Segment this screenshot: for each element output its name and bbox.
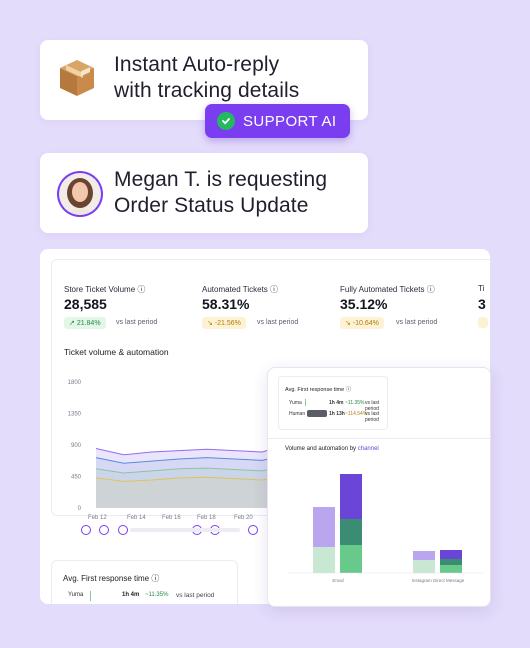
stat-label: Store Ticket Volume ⓘ bbox=[64, 285, 146, 294]
auto-reply-bubble: Instant Auto-reply with tracking details bbox=[40, 40, 368, 120]
x-tick-label: Feb 16 bbox=[162, 515, 181, 521]
x-tick-label: Feb 18 bbox=[197, 515, 216, 521]
x-tick-label: Feb 14 bbox=[127, 515, 146, 521]
badge-label: SUPPORT AI bbox=[243, 112, 337, 130]
chart-title: Ticket volume & automation bbox=[64, 347, 169, 357]
request-bubble: Megan T. is requesting Order Status Upda… bbox=[40, 153, 368, 233]
channel-popup: Avg. First response time ⓘ Yuma 1h 4m ~1… bbox=[267, 367, 491, 607]
stat-delta bbox=[478, 317, 488, 328]
bubble-line-1: Megan T. is requesting bbox=[114, 168, 328, 191]
check-icon bbox=[217, 112, 235, 130]
bar-segment bbox=[313, 507, 335, 547]
avg-response-card: Avg. First response time ⓘ Yuma 1h 4m ~1… bbox=[51, 560, 238, 604]
y-tick-label: 900 bbox=[71, 443, 82, 449]
row-delta: ~11.35% bbox=[145, 592, 169, 598]
stat-delta: ↘ -10.64% bbox=[340, 317, 384, 329]
row-delta: ~11.35% bbox=[345, 400, 365, 406]
row-vs: vs last period bbox=[365, 411, 380, 423]
channel-bar-chart: Email Instagram Direct Message bbox=[288, 474, 483, 583]
x-tick-label: Feb 20 bbox=[234, 515, 253, 521]
bar-segment bbox=[440, 565, 462, 573]
avatar bbox=[57, 171, 103, 217]
bar-segment bbox=[340, 545, 362, 573]
package-icon bbox=[58, 58, 96, 103]
stat-vs: vs last period bbox=[396, 319, 438, 326]
stat-delta: ↗ 21.84% bbox=[64, 317, 106, 329]
stat-label: Automated Tickets ⓘ bbox=[202, 285, 279, 294]
control-icon[interactable] bbox=[81, 525, 91, 535]
stat-value: 58.31% bbox=[202, 296, 250, 312]
avg-card-title: Avg. First response time ⓘ bbox=[63, 574, 160, 583]
timeline-scrollbar[interactable] bbox=[130, 528, 240, 532]
stat-label: Fully Automated Tickets ⓘ bbox=[340, 285, 435, 294]
category-label: Email bbox=[332, 578, 343, 583]
bubble-line-2: with tracking details bbox=[114, 79, 300, 102]
bar-segment bbox=[340, 519, 362, 545]
stat-value: 28,585 bbox=[64, 296, 107, 312]
row-delta: ~114.54% bbox=[345, 411, 368, 417]
row-vs: vs last period bbox=[365, 400, 380, 412]
stat-value: 35.12% bbox=[340, 296, 388, 312]
y-tick-label: 1350 bbox=[68, 412, 82, 418]
bar-segment bbox=[313, 547, 335, 573]
channel-link[interactable]: channel bbox=[357, 446, 379, 452]
bar-segment bbox=[413, 551, 435, 560]
stat-vs: vs last period bbox=[257, 319, 299, 326]
row-value: 1h 13h bbox=[329, 411, 345, 417]
stat-value: 3 bbox=[478, 296, 486, 312]
support-ai-badge: SUPPORT AI bbox=[205, 104, 350, 138]
control-icon[interactable] bbox=[118, 525, 128, 535]
row-name: Human bbox=[289, 411, 306, 417]
y-tick-label: 1800 bbox=[68, 380, 82, 386]
stat-vs: vs last period bbox=[116, 319, 158, 326]
row-value: 1h 4m bbox=[329, 400, 344, 406]
bar-segment bbox=[440, 559, 462, 565]
bubble-line-2: Order Status Update bbox=[114, 194, 309, 217]
popup-title: Avg. First response time ⓘ bbox=[285, 387, 352, 393]
control-icon[interactable] bbox=[248, 525, 258, 535]
bubble-line-1: Instant Auto-reply bbox=[114, 53, 280, 76]
row-value: 1h 4m bbox=[122, 592, 140, 598]
y-tick-label: 450 bbox=[71, 475, 82, 481]
control-icon[interactable] bbox=[99, 525, 109, 535]
row-vs: vs last period bbox=[176, 592, 215, 599]
stat-label: Ti bbox=[478, 284, 485, 293]
x-tick-label: Feb 12 bbox=[88, 515, 107, 521]
row-name: Yuma bbox=[68, 592, 84, 598]
bar-segment bbox=[413, 560, 435, 573]
popup-chart-title: Volume and automation by channel bbox=[285, 446, 379, 452]
popup-response-box: Avg. First response time ⓘ Yuma 1h 4m ~1… bbox=[278, 376, 388, 430]
category-label: Instagram Direct Message bbox=[412, 578, 465, 583]
row-name: Yuma bbox=[289, 400, 302, 406]
stat-delta: ↘ -21.56% bbox=[202, 317, 246, 329]
bar-segment bbox=[340, 474, 362, 519]
y-tick-label: 0 bbox=[78, 506, 82, 512]
bar-segment bbox=[440, 550, 462, 559]
